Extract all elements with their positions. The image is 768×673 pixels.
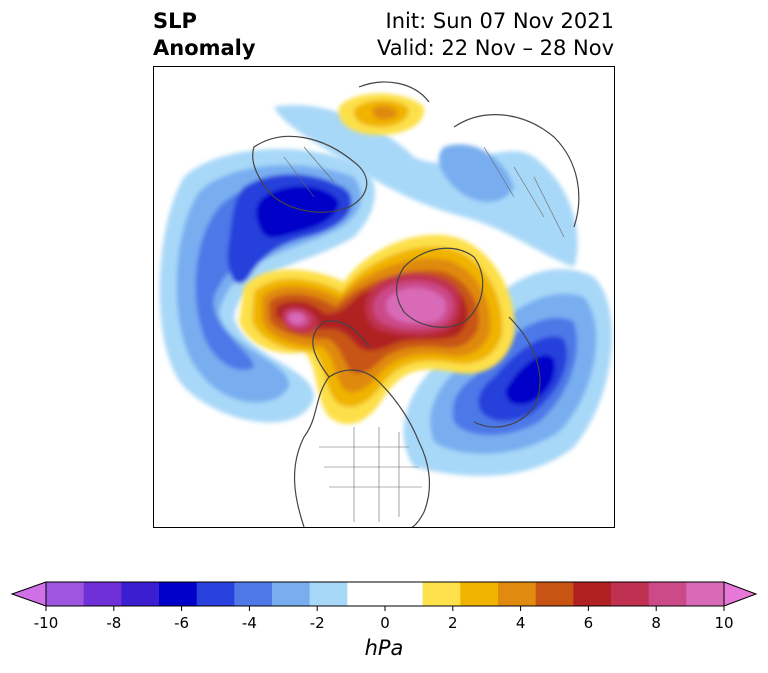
coastlines	[252, 81, 580, 527]
colorbar-tick-label: -8	[106, 614, 122, 632]
colorbar-segment	[121, 582, 160, 606]
init-date-label: Init: Sun 07 Nov 2021	[385, 9, 614, 33]
anomaly-contours	[159, 81, 613, 527]
positive-anomaly-arctic	[239, 234, 515, 425]
colorbar-segment	[686, 582, 725, 606]
colorbar-segment	[648, 582, 687, 606]
map-title-right: Init: Sun 07 Nov 2021 Valid: 22 Nov – 28…	[377, 8, 614, 62]
colorbar-extend-low	[10, 581, 47, 607]
colorbar-tick-label: -6	[174, 614, 190, 632]
colorbar-segment	[535, 582, 574, 606]
colorbar-segment	[83, 582, 122, 606]
variable-label: SLP	[153, 9, 197, 33]
colorbar-tick-label: 8	[651, 614, 661, 632]
colorbar-segment	[234, 582, 273, 606]
colorbar-tick-label: 2	[448, 614, 458, 632]
colorbar-tick-label: -10	[33, 614, 59, 632]
country-borders	[283, 146, 565, 522]
positive-anomaly-north	[338, 93, 425, 135]
valid-range-label: Valid: 22 Nov – 28 Nov	[377, 36, 614, 60]
colorbar-segment	[385, 582, 424, 606]
colorbar-segment	[196, 582, 235, 606]
colorbar-segment	[498, 582, 537, 606]
colorbar-tick-label: 0	[380, 614, 390, 632]
colorbar-tick-label: -4	[241, 614, 257, 632]
colorbar-segment	[422, 582, 461, 606]
slp-anomaly-map	[153, 66, 615, 528]
colorbar-segment	[347, 582, 386, 606]
colorbar-units-label: hPa	[364, 636, 404, 660]
colorbar-segment	[309, 582, 348, 606]
colorbar	[10, 581, 758, 611]
colorbar-segment	[460, 582, 499, 606]
colorbar-tick-label: 6	[583, 614, 594, 632]
negative-anomaly-east	[403, 269, 613, 476]
colorbar-segment	[272, 582, 311, 606]
colorbar-segment	[159, 582, 198, 606]
colorbar-extend-high	[723, 581, 758, 607]
colorbar-tick-label: -2	[309, 614, 325, 632]
map-title-left: SLP Anomaly	[153, 8, 256, 62]
colorbar-tick-label: 10	[714, 614, 734, 632]
anomaly-label: Anomaly	[153, 36, 256, 60]
colorbar-segment	[46, 582, 85, 606]
colorbar-segment	[573, 582, 612, 606]
colorbar-tick-label: 4	[515, 614, 526, 632]
colorbar-segment	[611, 582, 650, 606]
negative-anomaly-north	[274, 105, 578, 267]
negative-anomaly-west	[159, 148, 375, 423]
